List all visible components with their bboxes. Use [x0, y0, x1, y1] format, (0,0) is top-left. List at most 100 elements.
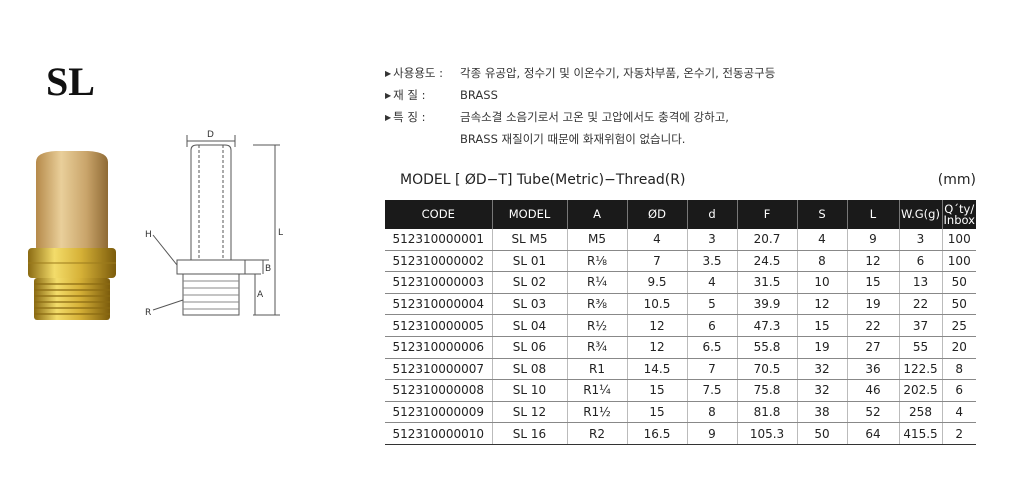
table-cell: 6.5 — [686, 336, 737, 359]
table-cell: SL 02 — [491, 271, 567, 294]
spec-feature-value-2: BRASS 재질이기 때문에 화재위험이 없습니다. — [460, 132, 686, 146]
table-unit: (mm) — [937, 172, 976, 188]
table-cell: 81.8 — [736, 401, 797, 424]
table-cell: 27 — [846, 336, 899, 359]
table-body: 512310000001 SL M5 M5 4 3 20.7 4 9 3 100 512310000… — [385, 229, 976, 445]
table-cell: 2 — [941, 422, 976, 445]
table-row: 512310000004 SL 03 R⅜ 10.5 5 39.9 12 19 22 50 — [385, 293, 976, 316]
table-cell: 4 — [686, 271, 737, 294]
table-cell: SL 16 — [491, 422, 567, 445]
table-cell: 14.5 — [626, 358, 687, 381]
table-cell: 24.5 — [736, 250, 797, 273]
model-title: SL — [46, 59, 95, 104]
spec-usage: 사용용도 : 각종 유공압, 정수기 및 이온수기, 자동차부품, 온수기, 전… — [385, 63, 775, 85]
table-cell: 512310000008 — [385, 379, 492, 402]
spec-feature: 특 징 : 금속소결 소음기로서 고온 및 고압에서도 충격에 강하고, — [385, 107, 775, 129]
table-cell: 16.5 — [626, 422, 687, 445]
table-cell: 512310000006 — [385, 336, 492, 359]
header-qty-line-1: Q´ty/ — [944, 201, 975, 216]
table-row: 512310000009 SL 12 R1½ 15 8 81.8 38 52 258 4 — [385, 401, 976, 424]
table-cell: 64 — [846, 422, 899, 445]
table-caption: MODEL [ ØD−T] Tube(Metric)−Thread(R) — [400, 172, 686, 188]
table-cell: 202.5 — [898, 379, 942, 402]
table-cell: 6 — [941, 379, 976, 402]
header-weight: W.G(g) — [898, 200, 942, 229]
table-cell: 512310000009 — [385, 401, 492, 424]
table-cell: 55.8 — [736, 336, 797, 359]
table-row: 512310000006 SL 06 R¾ 12 6.5 55.8 19 27 55 20 — [385, 336, 976, 359]
drawing-label-r: R — [145, 308, 151, 318]
table-cell: 8 — [941, 358, 976, 381]
table-cell: 38 — [796, 401, 847, 424]
table-cell: 3 — [898, 229, 942, 251]
table-cell: 4 — [626, 229, 687, 251]
product-photo — [28, 151, 116, 320]
table-cell: SL M5 — [491, 229, 567, 251]
table-header-row: CODE MODEL A ØD d F S L W.G(g) Q´ty/ Inb… — [385, 200, 976, 229]
table-cell: 47.3 — [736, 314, 797, 337]
table-cell: 512310000004 — [385, 293, 492, 316]
table-cell: 12 — [626, 336, 687, 359]
table-cell: R1¼ — [566, 379, 627, 402]
table-cell: SL 01 — [491, 250, 567, 273]
table-cell: R1½ — [566, 401, 627, 424]
table-cell: 36 — [846, 358, 899, 381]
table-cell: R¼ — [566, 271, 627, 294]
table-row: 512310000005 SL 04 R½ 12 6 47.3 15 22 37 25 — [385, 314, 976, 337]
table-cell: 12 — [846, 250, 899, 273]
table-cell: 46 — [846, 379, 899, 402]
table-cell: 105.3 — [736, 422, 797, 445]
table-cell: 20 — [941, 336, 976, 359]
table-cell: 3.5 — [686, 250, 737, 273]
drawing-label-l: L — [278, 228, 283, 238]
table-cell: SL 03 — [491, 293, 567, 316]
technical-drawing: D H R L B A — [145, 130, 283, 318]
table-cell: 4 — [796, 229, 847, 251]
table-cell: 15 — [796, 314, 847, 337]
table-cell: 100 — [941, 229, 976, 251]
table-cell: 8 — [796, 250, 847, 273]
table-cell: 10.5 — [626, 293, 687, 316]
table-cell: 6 — [686, 314, 737, 337]
table-row: 512310000010 SL 16 R2 16.5 9 105.3 50 64 415.5 2 — [385, 422, 976, 445]
table-cell: SL 06 — [491, 336, 567, 359]
table-cell: 122.5 — [898, 358, 942, 381]
drawing-label-a: A — [257, 290, 264, 300]
table-cell: 12 — [626, 314, 687, 337]
table-cell: 512310000003 — [385, 271, 492, 294]
table-cell: 512310000001 — [385, 229, 492, 251]
spec-table: CODE MODEL A ØD d F S L W.G(g) Q´ty/ Inb… — [385, 200, 976, 445]
table-cell: 7.5 — [686, 379, 737, 402]
table-cell: 3 — [686, 229, 737, 251]
table-cell: 50 — [796, 422, 847, 445]
table-cell: R¾ — [566, 336, 627, 359]
table-cell: 32 — [796, 379, 847, 402]
table-cell: 5 — [686, 293, 737, 316]
table-cell: 13 — [898, 271, 942, 294]
table-cell: SL 12 — [491, 401, 567, 424]
spec-usage-key: 사용용도 : — [385, 63, 460, 85]
table-row: 512310000007 SL 08 R1 14.5 7 70.5 32 36 122.5 8 — [385, 358, 976, 381]
table-cell: SL 10 — [491, 379, 567, 402]
header-code: CODE — [385, 200, 492, 229]
table-cell: 19 — [846, 293, 899, 316]
table-cell: 7 — [686, 358, 737, 381]
table-cell: R⅜ — [566, 293, 627, 316]
header-model: MODEL — [491, 200, 567, 229]
table-cell: SL 04 — [491, 314, 567, 337]
table-cell: 8 — [686, 401, 737, 424]
table-cell: 50 — [941, 293, 976, 316]
table-cell: 9 — [846, 229, 899, 251]
table-cell: 512310000002 — [385, 250, 492, 273]
table-cell: 9.5 — [626, 271, 687, 294]
table-cell: 52 — [846, 401, 899, 424]
header-f: F — [736, 200, 797, 229]
table-cell: R½ — [566, 314, 627, 337]
table-cell: R⅛ — [566, 250, 627, 273]
table-caption-row: MODEL [ ØD−T] Tube(Metric)−Thread(R) (mm… — [400, 172, 976, 188]
table-cell: 7 — [626, 250, 687, 273]
table-cell: 10 — [796, 271, 847, 294]
header-qty: Q´ty/ Inbox — [941, 200, 976, 229]
spec-usage-value: 각종 유공압, 정수기 및 이온수기, 자동차부품, 온수기, 전동공구등 — [460, 66, 776, 80]
table-cell: 15 — [626, 401, 687, 424]
